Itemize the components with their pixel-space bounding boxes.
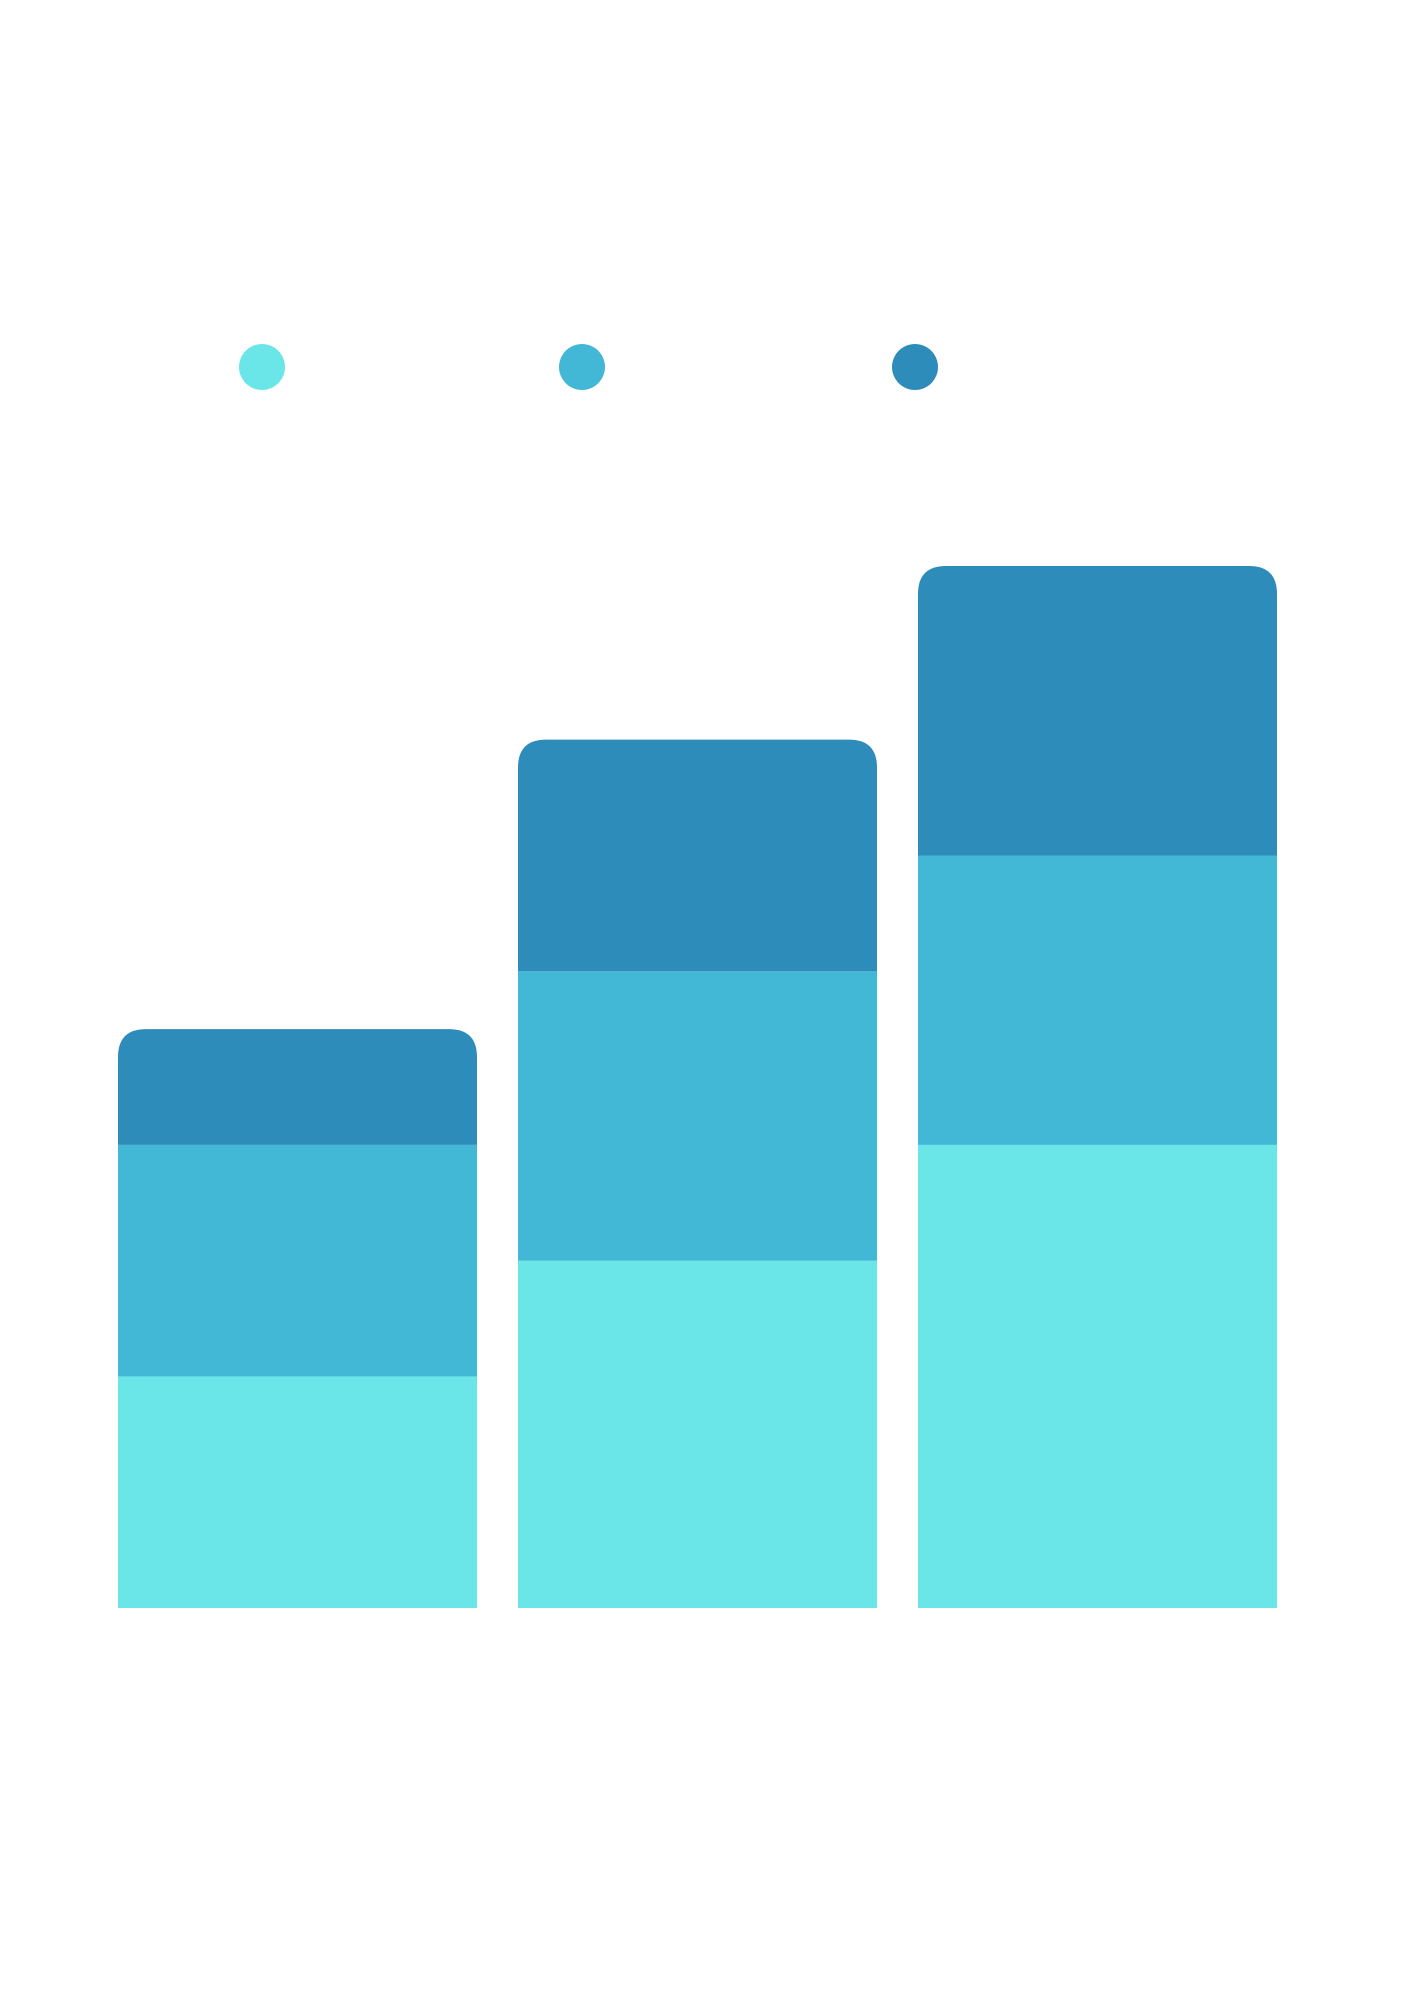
bar-segment-1-series-3: [118, 1029, 477, 1145]
legend-marker-series-3: [892, 344, 938, 390]
bar-segment-2-series-1: [518, 1260, 877, 1608]
bars: [118, 566, 1277, 1608]
bar-segment-3-series-3: [918, 566, 1277, 856]
bar-segment-3-series-2: [918, 855, 1277, 1145]
legend-marker-series-1: [239, 344, 285, 390]
bar-segment-1-series-2: [118, 1144, 477, 1377]
legend: [239, 344, 938, 390]
bar-segment-2-series-2: [518, 971, 877, 1261]
bar-segment-1-series-1: [118, 1376, 477, 1608]
legend-marker-series-2: [559, 344, 605, 390]
bar-segment-2-series-3: [518, 739, 877, 972]
bar-segment-3-series-1: [918, 1144, 1277, 1608]
